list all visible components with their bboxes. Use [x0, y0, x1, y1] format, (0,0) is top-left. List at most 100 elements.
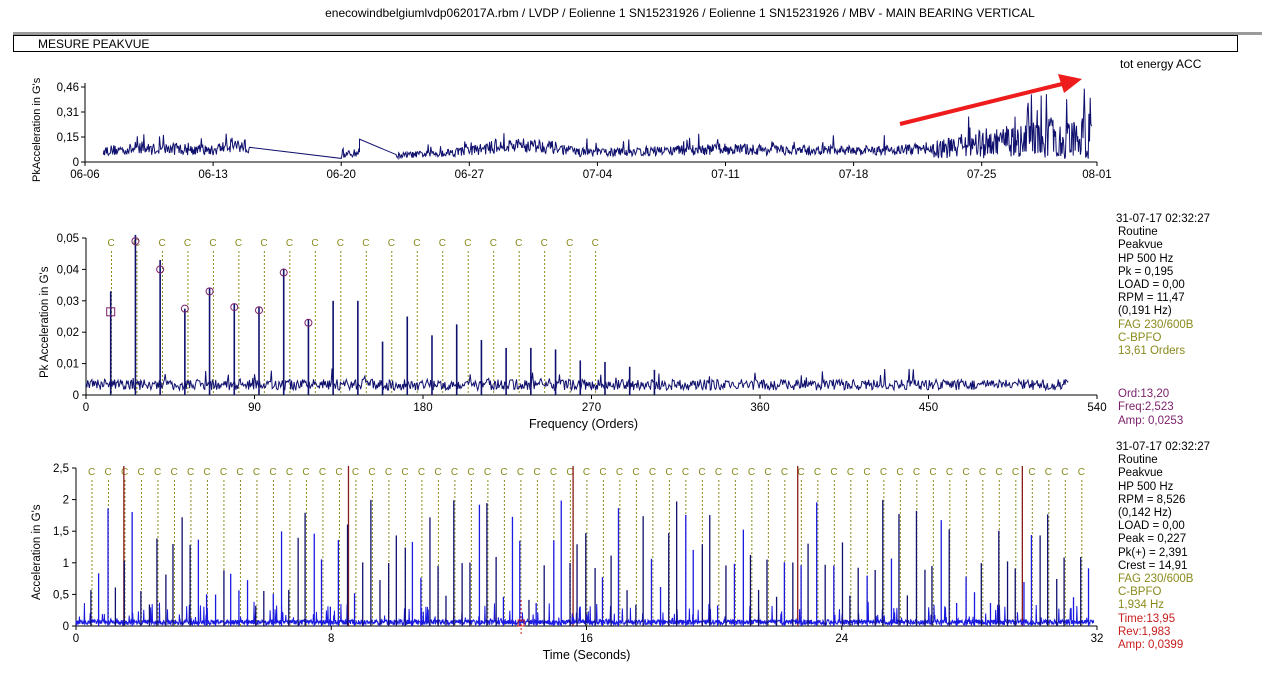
info-line: Pk(+) = 2,391: [1118, 546, 1188, 559]
waveform-info-panel: 31-07-17 02:32:27 Routine Peakvue HP 500 H…: [1116, 441, 1210, 652]
section-label: MESURE PEAKVUE: [13, 35, 1238, 52]
x-tick-label: 07-04: [583, 169, 613, 181]
fault-frequency-label: C: [467, 467, 474, 478]
fault-frequency-label: C: [209, 238, 216, 249]
y-axis-label: Pk Acceleration in G's: [39, 266, 51, 378]
x-tick-label: 450: [919, 402, 938, 414]
x-tick-label: 360: [750, 402, 769, 414]
fault-frequency-label: C: [946, 467, 953, 478]
fault-frequency-label: C: [682, 467, 689, 478]
info-line: Routine: [1118, 454, 1158, 467]
fault-frequency-label: C: [484, 467, 491, 478]
cursor-readout: Rev:1,983: [1118, 625, 1171, 638]
fault-frequency-label: C: [632, 467, 639, 478]
cursor-readout: Ord:13,20: [1118, 388, 1170, 401]
fault-frequency-label: C: [302, 467, 309, 478]
fault-frequency-label: C: [286, 238, 293, 249]
x-tick-label: 08-01: [1082, 169, 1111, 181]
info-line: Crest = 14,91: [1118, 559, 1188, 572]
fault-frequency-label: C: [158, 238, 165, 249]
waveform-date: 31-07-17 02:32:27: [1116, 441, 1210, 453]
fault-info-line: C-BPFO: [1118, 331, 1162, 344]
fault-frequency-label: C: [88, 467, 95, 478]
fault-frequency-label: C: [592, 238, 599, 249]
fault-frequency-label: C: [133, 238, 140, 249]
fault-frequency-label: C: [368, 467, 375, 478]
trend-arrowhead-icon: [1058, 74, 1082, 93]
spectrum-cursor-marker: [106, 307, 116, 317]
fault-frequency-label: C: [451, 467, 458, 478]
fault-frequency-label: C: [830, 467, 837, 478]
x-tick-label: 07-25: [967, 169, 996, 181]
y-tick-label: 1: [63, 558, 69, 570]
trend-series-line: [102, 88, 1092, 161]
fault-frequency-label: C: [418, 467, 425, 478]
x-axis-label: Frequency (Orders): [529, 417, 638, 431]
peak-marker: [254, 306, 263, 315]
fault-frequency-label: C: [464, 238, 471, 249]
y-tick-label: 0: [73, 390, 79, 402]
info-line: Peakvue: [1118, 467, 1163, 480]
fault-frequency-label: C: [748, 467, 755, 478]
info-line: LOAD = 0,00: [1118, 279, 1185, 292]
fault-frequency-label: C: [362, 238, 369, 249]
fault-frequency-label: C: [880, 467, 887, 478]
x-axis-label: Time (Seconds): [543, 648, 631, 662]
fault-frequency-label: C: [269, 467, 276, 478]
x-tick-label: 07-11: [711, 169, 740, 181]
fault-frequency-label: C: [583, 467, 590, 478]
info-line: Peak = 0,227: [1118, 533, 1187, 546]
info-line: RPM = 11,47: [1118, 292, 1185, 305]
fault-frequency-label: C: [929, 467, 936, 478]
y-tick-label: 0,31: [57, 107, 79, 119]
fault-frequency-label: C: [170, 467, 177, 478]
y-tick-label: 0: [63, 621, 69, 633]
fault-frequency-label: C: [413, 238, 420, 249]
y-tick-label: 0: [73, 157, 79, 169]
info-line: (0,142 Hz): [1118, 507, 1172, 520]
peak-marker: [304, 318, 313, 327]
peak-marker: [230, 303, 239, 312]
x-tick-label: 8: [328, 633, 334, 645]
info-line: Pk = 0,195: [1118, 265, 1174, 278]
x-tick-label: 07-18: [839, 169, 868, 181]
cursor-readout: Amp: 0,0399: [1118, 639, 1184, 652]
y-tick-label: 0,5: [53, 589, 69, 601]
divider: [13, 32, 1262, 35]
y-tick-label: 2,5: [53, 463, 69, 475]
fault-frequency-label: C: [533, 467, 540, 478]
fault-frequency-label: C: [439, 238, 446, 249]
y-tick-label: 2: [63, 495, 69, 507]
fault-frequency-label: C: [260, 238, 267, 249]
fault-frequency-label: C: [797, 467, 804, 478]
time-cursor-marker: [517, 619, 525, 627]
fault-frequency-label: C: [566, 238, 573, 249]
fault-frequency-label: C: [500, 467, 507, 478]
x-tick-label: 24: [835, 633, 848, 645]
fault-frequency-label: C: [236, 467, 243, 478]
y-tick-label: 0,46: [57, 82, 79, 94]
fault-frequency-label: C: [187, 467, 194, 478]
fault-frequency-label: C: [616, 467, 623, 478]
y-tick-label: 0,05: [57, 233, 79, 245]
x-tick-label: 16: [580, 633, 593, 645]
fault-frequency-label: C: [665, 467, 672, 478]
fault-frequency-label: C: [107, 238, 114, 249]
fault-frequency-label: C: [184, 238, 191, 249]
fault-frequency-label: C: [515, 238, 522, 249]
info-line: LOAD = 0,00: [1118, 520, 1185, 533]
fault-info-line: 13,61 Orders: [1118, 345, 1186, 358]
fault-info-line: 1,934 Hz: [1118, 599, 1165, 612]
fault-frequency-label: C: [121, 467, 128, 478]
y-axis-label: PkAcceleration in G's: [31, 77, 43, 182]
fault-frequency-label: C: [541, 238, 548, 249]
fault-frequency-label: C: [979, 467, 986, 478]
fault-frequency-label: C: [698, 467, 705, 478]
fault-frequency-label: C: [311, 238, 318, 249]
y-tick-label: 0,15: [57, 132, 79, 144]
spectrum-date: 31-07-17 02:32:27: [1116, 213, 1210, 225]
fault-frequency-label: C: [715, 467, 722, 478]
fault-frequency-label: C: [137, 467, 144, 478]
x-tick-label: 0: [73, 633, 79, 645]
